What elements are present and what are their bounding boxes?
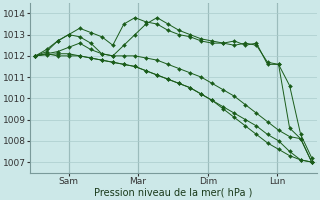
X-axis label: Pression niveau de la mer( hPa ): Pression niveau de la mer( hPa ) — [94, 187, 253, 197]
